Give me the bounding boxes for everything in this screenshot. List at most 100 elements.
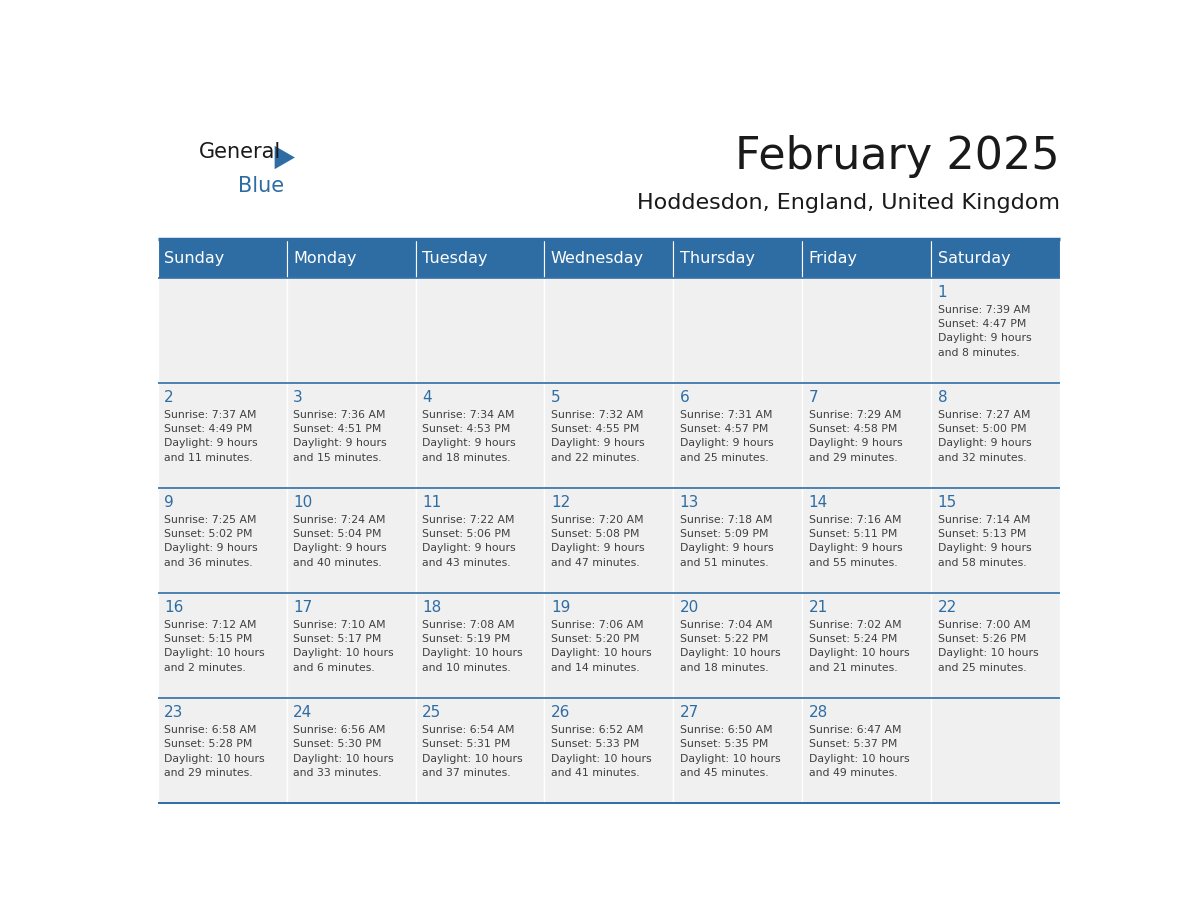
Text: 1: 1	[937, 285, 947, 300]
Text: 28: 28	[809, 705, 828, 720]
FancyBboxPatch shape	[802, 383, 931, 487]
Text: Sunrise: 7:10 AM
Sunset: 5:17 PM
Daylight: 10 hours
and 6 minutes.: Sunrise: 7:10 AM Sunset: 5:17 PM Dayligh…	[293, 620, 393, 673]
FancyBboxPatch shape	[416, 487, 544, 593]
Text: Sunrise: 7:34 AM
Sunset: 4:53 PM
Daylight: 9 hours
and 18 minutes.: Sunrise: 7:34 AM Sunset: 4:53 PM Dayligh…	[422, 409, 516, 463]
Text: Sunrise: 6:47 AM
Sunset: 5:37 PM
Daylight: 10 hours
and 49 minutes.: Sunrise: 6:47 AM Sunset: 5:37 PM Dayligh…	[809, 724, 909, 778]
FancyBboxPatch shape	[416, 277, 544, 383]
Text: 19: 19	[551, 599, 570, 615]
Text: 13: 13	[680, 495, 699, 509]
Polygon shape	[274, 146, 295, 169]
Text: 27: 27	[680, 705, 699, 720]
FancyBboxPatch shape	[931, 487, 1060, 593]
Text: 7: 7	[809, 390, 819, 405]
Text: Sunrise: 6:56 AM
Sunset: 5:30 PM
Daylight: 10 hours
and 33 minutes.: Sunrise: 6:56 AM Sunset: 5:30 PM Dayligh…	[293, 724, 393, 778]
Text: Sunrise: 7:04 AM
Sunset: 5:22 PM
Daylight: 10 hours
and 18 minutes.: Sunrise: 7:04 AM Sunset: 5:22 PM Dayligh…	[680, 620, 781, 673]
FancyBboxPatch shape	[286, 383, 416, 487]
FancyBboxPatch shape	[674, 383, 802, 487]
Text: 20: 20	[680, 599, 699, 615]
Text: 6: 6	[680, 390, 689, 405]
Text: Sunrise: 7:22 AM
Sunset: 5:06 PM
Daylight: 9 hours
and 43 minutes.: Sunrise: 7:22 AM Sunset: 5:06 PM Dayligh…	[422, 515, 516, 568]
FancyBboxPatch shape	[674, 698, 802, 803]
Text: Sunrise: 7:06 AM
Sunset: 5:20 PM
Daylight: 10 hours
and 14 minutes.: Sunrise: 7:06 AM Sunset: 5:20 PM Dayligh…	[551, 620, 651, 673]
Text: 26: 26	[551, 705, 570, 720]
Text: 11: 11	[422, 495, 441, 509]
Text: 10: 10	[293, 495, 312, 509]
Text: Sunrise: 7:12 AM
Sunset: 5:15 PM
Daylight: 10 hours
and 2 minutes.: Sunrise: 7:12 AM Sunset: 5:15 PM Dayligh…	[164, 620, 265, 673]
FancyBboxPatch shape	[544, 277, 674, 383]
Text: Sunrise: 7:27 AM
Sunset: 5:00 PM
Daylight: 9 hours
and 32 minutes.: Sunrise: 7:27 AM Sunset: 5:00 PM Dayligh…	[937, 409, 1031, 463]
FancyBboxPatch shape	[416, 593, 544, 698]
Text: Sunrise: 7:39 AM
Sunset: 4:47 PM
Daylight: 9 hours
and 8 minutes.: Sunrise: 7:39 AM Sunset: 4:47 PM Dayligh…	[937, 305, 1031, 358]
Text: 24: 24	[293, 705, 312, 720]
Text: Sunrise: 7:16 AM
Sunset: 5:11 PM
Daylight: 9 hours
and 55 minutes.: Sunrise: 7:16 AM Sunset: 5:11 PM Dayligh…	[809, 515, 902, 568]
Text: Sunrise: 7:32 AM
Sunset: 4:55 PM
Daylight: 9 hours
and 22 minutes.: Sunrise: 7:32 AM Sunset: 4:55 PM Dayligh…	[551, 409, 644, 463]
Text: Tuesday: Tuesday	[422, 251, 487, 265]
Text: Sunrise: 7:02 AM
Sunset: 5:24 PM
Daylight: 10 hours
and 21 minutes.: Sunrise: 7:02 AM Sunset: 5:24 PM Dayligh…	[809, 620, 909, 673]
Text: 25: 25	[422, 705, 441, 720]
Text: Blue: Blue	[238, 176, 284, 196]
FancyBboxPatch shape	[286, 593, 416, 698]
Text: Sunrise: 7:29 AM
Sunset: 4:58 PM
Daylight: 9 hours
and 29 minutes.: Sunrise: 7:29 AM Sunset: 4:58 PM Dayligh…	[809, 409, 902, 463]
Text: 14: 14	[809, 495, 828, 509]
Text: Sunrise: 6:52 AM
Sunset: 5:33 PM
Daylight: 10 hours
and 41 minutes.: Sunrise: 6:52 AM Sunset: 5:33 PM Dayligh…	[551, 724, 651, 778]
Text: Sunrise: 6:58 AM
Sunset: 5:28 PM
Daylight: 10 hours
and 29 minutes.: Sunrise: 6:58 AM Sunset: 5:28 PM Dayligh…	[164, 724, 265, 778]
Text: Hoddesdon, England, United Kingdom: Hoddesdon, England, United Kingdom	[637, 194, 1060, 214]
Text: Sunrise: 7:20 AM
Sunset: 5:08 PM
Daylight: 9 hours
and 47 minutes.: Sunrise: 7:20 AM Sunset: 5:08 PM Dayligh…	[551, 515, 644, 568]
Text: February 2025: February 2025	[735, 135, 1060, 177]
Text: Sunrise: 7:14 AM
Sunset: 5:13 PM
Daylight: 9 hours
and 58 minutes.: Sunrise: 7:14 AM Sunset: 5:13 PM Dayligh…	[937, 515, 1031, 568]
FancyBboxPatch shape	[931, 593, 1060, 698]
Text: 22: 22	[937, 599, 956, 615]
FancyBboxPatch shape	[544, 593, 674, 698]
FancyBboxPatch shape	[158, 383, 286, 487]
FancyBboxPatch shape	[802, 239, 931, 277]
FancyBboxPatch shape	[286, 487, 416, 593]
Text: 23: 23	[164, 705, 183, 720]
Text: Wednesday: Wednesday	[551, 251, 644, 265]
Text: Sunrise: 7:37 AM
Sunset: 4:49 PM
Daylight: 9 hours
and 11 minutes.: Sunrise: 7:37 AM Sunset: 4:49 PM Dayligh…	[164, 409, 258, 463]
Text: Sunrise: 7:25 AM
Sunset: 5:02 PM
Daylight: 9 hours
and 36 minutes.: Sunrise: 7:25 AM Sunset: 5:02 PM Dayligh…	[164, 515, 258, 568]
FancyBboxPatch shape	[802, 277, 931, 383]
FancyBboxPatch shape	[286, 239, 416, 277]
FancyBboxPatch shape	[931, 383, 1060, 487]
FancyBboxPatch shape	[158, 593, 286, 698]
FancyBboxPatch shape	[931, 239, 1060, 277]
Text: 17: 17	[293, 599, 312, 615]
FancyBboxPatch shape	[286, 698, 416, 803]
Text: Monday: Monday	[293, 251, 356, 265]
Text: General: General	[200, 142, 282, 162]
Text: Sunrise: 7:18 AM
Sunset: 5:09 PM
Daylight: 9 hours
and 51 minutes.: Sunrise: 7:18 AM Sunset: 5:09 PM Dayligh…	[680, 515, 773, 568]
FancyBboxPatch shape	[674, 487, 802, 593]
Text: Sunrise: 7:36 AM
Sunset: 4:51 PM
Daylight: 9 hours
and 15 minutes.: Sunrise: 7:36 AM Sunset: 4:51 PM Dayligh…	[293, 409, 386, 463]
FancyBboxPatch shape	[158, 239, 286, 277]
Text: Sunday: Sunday	[164, 251, 225, 265]
Text: Sunrise: 7:00 AM
Sunset: 5:26 PM
Daylight: 10 hours
and 25 minutes.: Sunrise: 7:00 AM Sunset: 5:26 PM Dayligh…	[937, 620, 1038, 673]
Text: 15: 15	[937, 495, 956, 509]
FancyBboxPatch shape	[674, 277, 802, 383]
FancyBboxPatch shape	[158, 698, 286, 803]
FancyBboxPatch shape	[931, 698, 1060, 803]
FancyBboxPatch shape	[544, 487, 674, 593]
Text: Sunrise: 7:31 AM
Sunset: 4:57 PM
Daylight: 9 hours
and 25 minutes.: Sunrise: 7:31 AM Sunset: 4:57 PM Dayligh…	[680, 409, 773, 463]
Text: Sunrise: 6:50 AM
Sunset: 5:35 PM
Daylight: 10 hours
and 45 minutes.: Sunrise: 6:50 AM Sunset: 5:35 PM Dayligh…	[680, 724, 781, 778]
Text: 9: 9	[164, 495, 173, 509]
FancyBboxPatch shape	[674, 239, 802, 277]
FancyBboxPatch shape	[416, 698, 544, 803]
Text: Sunrise: 7:08 AM
Sunset: 5:19 PM
Daylight: 10 hours
and 10 minutes.: Sunrise: 7:08 AM Sunset: 5:19 PM Dayligh…	[422, 620, 523, 673]
Text: 16: 16	[164, 599, 183, 615]
Text: 18: 18	[422, 599, 441, 615]
FancyBboxPatch shape	[802, 487, 931, 593]
FancyBboxPatch shape	[158, 487, 286, 593]
Text: Friday: Friday	[809, 251, 858, 265]
Text: 8: 8	[937, 390, 947, 405]
Text: Sunrise: 6:54 AM
Sunset: 5:31 PM
Daylight: 10 hours
and 37 minutes.: Sunrise: 6:54 AM Sunset: 5:31 PM Dayligh…	[422, 724, 523, 778]
FancyBboxPatch shape	[544, 698, 674, 803]
FancyBboxPatch shape	[544, 383, 674, 487]
FancyBboxPatch shape	[674, 593, 802, 698]
Text: Sunrise: 7:24 AM
Sunset: 5:04 PM
Daylight: 9 hours
and 40 minutes.: Sunrise: 7:24 AM Sunset: 5:04 PM Dayligh…	[293, 515, 386, 568]
FancyBboxPatch shape	[286, 277, 416, 383]
FancyBboxPatch shape	[544, 239, 674, 277]
Text: Thursday: Thursday	[680, 251, 754, 265]
FancyBboxPatch shape	[416, 239, 544, 277]
Text: 12: 12	[551, 495, 570, 509]
FancyBboxPatch shape	[416, 383, 544, 487]
